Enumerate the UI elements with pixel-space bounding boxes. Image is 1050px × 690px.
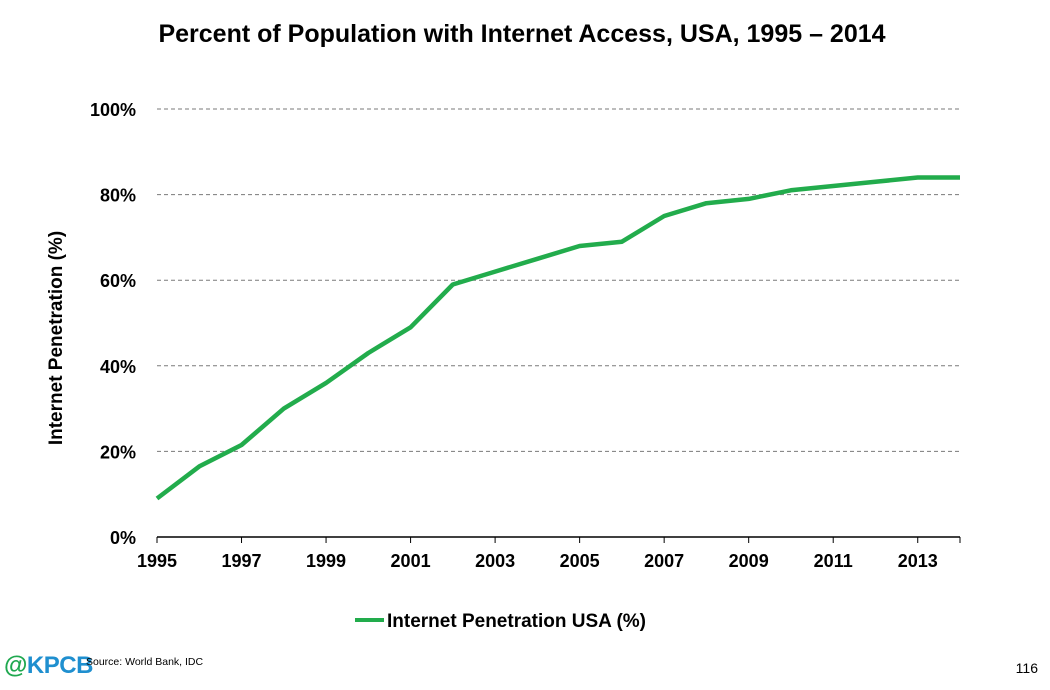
legend-label: Internet Penetration USA (%): [387, 611, 646, 632]
x-tick-label: 2007: [644, 551, 684, 571]
source-note: Source: World Bank, IDC: [86, 656, 204, 668]
x-tick-label: 1997: [222, 551, 262, 571]
x-tick-label: 2001: [391, 551, 431, 571]
y-tick-label: 40%: [100, 357, 136, 377]
kpcb-logo: @KPCB: [4, 652, 93, 680]
gridlines: [157, 108, 960, 452]
legend: Internet Penetration USA (%): [355, 611, 646, 632]
y-tick-label: 80%: [100, 186, 136, 206]
page-number: 116: [1015, 660, 1038, 676]
series-group: [155, 175, 960, 501]
x-axis-ticks: 1995 1997 1999 2001 2003 2005 2007 2009 2011 2013: [137, 537, 961, 571]
y-axis-ticks: 0% 20% 40% 60% 80% 100%: [90, 100, 136, 548]
x-tick-label: 2005: [560, 551, 600, 571]
x-tick-label: 1995: [137, 551, 177, 571]
logo-wordmark: KPCB: [26, 652, 94, 679]
chart-title: Percent of Population with Internet Acce…: [158, 20, 885, 48]
x-tick-label: 2003: [475, 551, 515, 571]
y-tick-label: 0%: [110, 528, 136, 548]
y-tick-label: 100%: [90, 100, 136, 120]
x-tick-label: 2009: [729, 551, 769, 571]
series-line-internet-penetration: [155, 175, 960, 501]
y-axis-label: Internet Penetration (%): [46, 231, 67, 445]
y-tick-label: 60%: [100, 271, 136, 291]
y-tick-label: 20%: [100, 442, 136, 462]
x-tick-label: 2011: [814, 551, 853, 571]
x-tick-label: 2013: [898, 551, 938, 571]
logo-at-symbol: @: [4, 652, 27, 679]
x-tick-label: 1999: [306, 551, 346, 571]
